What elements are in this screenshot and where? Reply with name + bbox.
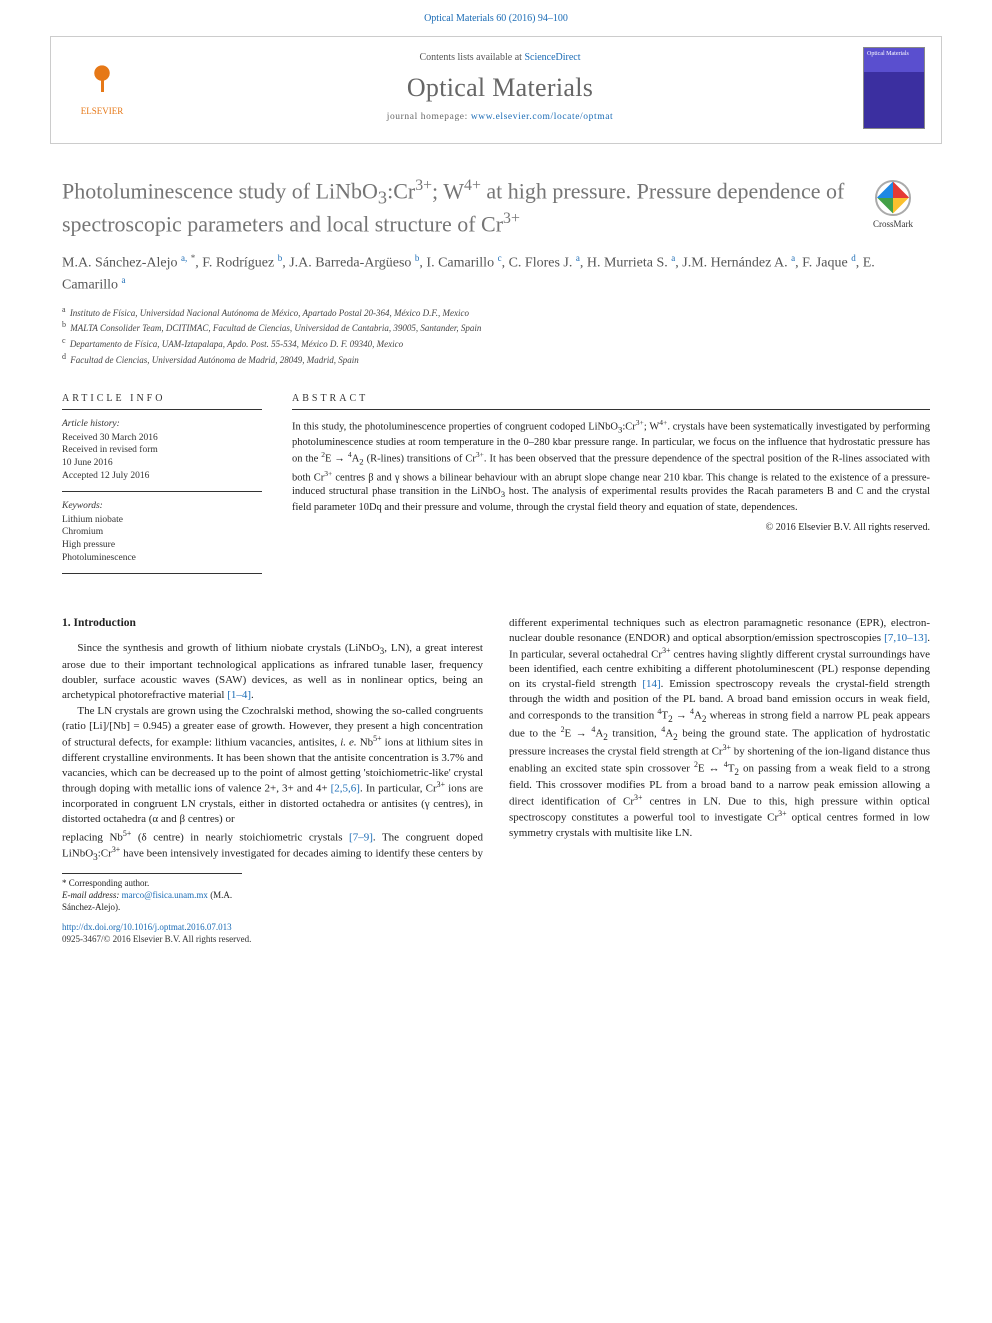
body-columns: 1. Introduction Since the synthesis and … — [62, 616, 930, 863]
publisher-name: ELSEVIER — [81, 106, 124, 116]
homepage-prefix: journal homepage: — [387, 112, 471, 122]
abstract-column: ABSTRACT In this study, the photolumines… — [292, 392, 930, 582]
citation-line: Optical Materials 60 (2016) 94–100 — [0, 0, 992, 32]
article-history-block: Article history: Received 30 March 2016 … — [62, 418, 262, 492]
keywords-label: Keywords: — [62, 500, 262, 513]
issn-copyright: 0925-3467/© 2016 Elsevier B.V. All right… — [62, 934, 251, 944]
doi-link[interactable]: http://dx.doi.org/10.1016/j.optmat.2016.… — [62, 922, 232, 932]
section-1-heading: 1. Introduction — [62, 616, 483, 632]
revised-date: 10 June 2016 — [62, 458, 113, 468]
email-line: E-mail address: marco@fisica.unam.mx (M.… — [62, 890, 242, 913]
journal-header: ELSEVIER Contents lists available at Sci… — [50, 36, 942, 144]
revised-label: Received in revised form — [62, 445, 158, 455]
intro-p2: The LN crystals are grown using the Czoc… — [62, 704, 483, 826]
intro-p1: Since the synthesis and growth of lithiu… — [62, 641, 483, 702]
journal-cover-thumb: Optical Materials — [863, 47, 925, 129]
affiliation-b: b MALTA Consolider Team, DCITIMAC, Facul… — [62, 319, 930, 335]
article-info-column: ARTICLE INFO Article history: Received 3… — [62, 392, 262, 582]
keyword-3: Photoluminescence — [62, 553, 136, 563]
email-link[interactable]: marco@fisica.unam.mx — [122, 890, 208, 900]
footnotes: * Corresponding author. E-mail address: … — [62, 873, 242, 913]
keyword-0: Lithium niobate — [62, 515, 123, 525]
accepted-date: Accepted 12 July 2016 — [62, 471, 149, 481]
contents-available-line: Contents lists available at ScienceDirec… — [137, 51, 863, 65]
affiliation-d: d Facultad de Ciencias, Universidad Autó… — [62, 351, 930, 367]
article-head: Photoluminescence study of LiNbO3:Cr3+; … — [62, 176, 930, 238]
page-footer: http://dx.doi.org/10.1016/j.optmat.2016.… — [62, 921, 930, 945]
affiliation-a: a Instituto de Física, Universidad Nacio… — [62, 304, 930, 320]
authors-line: M.A. Sánchez-Alejo a, *, F. Rodríguez b,… — [62, 252, 930, 296]
contents-prefix: Contents lists available at — [419, 52, 524, 63]
journal-name: Optical Materials — [137, 70, 863, 105]
homepage-line: journal homepage: www.elsevier.com/locat… — [137, 111, 863, 124]
history-label: Article history: — [62, 418, 262, 431]
crossmark-icon — [875, 180, 911, 216]
affiliation-c: c Departamento de Física, UAM-Iztapalapa… — [62, 335, 930, 351]
article-info-head: ARTICLE INFO — [62, 392, 262, 410]
abstract-head: ABSTRACT — [292, 392, 930, 410]
crossmark-badge[interactable]: CrossMark — [856, 180, 930, 230]
abstract-text: In this study, the photoluminescence pro… — [292, 418, 930, 516]
homepage-link[interactable]: www.elsevier.com/locate/optmat — [471, 112, 613, 122]
keywords-block: Keywords: Lithium niobate Chromium High … — [62, 500, 262, 574]
keyword-2: High pressure — [62, 540, 115, 550]
article-title: Photoluminescence study of LiNbO3:Cr3+; … — [62, 176, 862, 238]
info-abstract-row: ARTICLE INFO Article history: Received 3… — [62, 392, 930, 582]
email-label: E-mail address: — [62, 890, 122, 900]
affiliations: a Instituto de Física, Universidad Nacio… — [62, 304, 930, 366]
sciencedirect-link[interactable]: ScienceDirect — [524, 52, 580, 63]
elsevier-logo: ELSEVIER — [67, 57, 137, 117]
corresponding-author: * Corresponding author. — [62, 878, 242, 890]
abstract-copyright: © 2016 Elsevier B.V. All rights reserved… — [292, 521, 930, 535]
received-date: Received 30 March 2016 — [62, 433, 158, 443]
crossmark-label: CrossMark — [873, 219, 913, 229]
header-center: Contents lists available at ScienceDirec… — [137, 51, 863, 124]
elsevier-tree-icon — [79, 57, 125, 103]
keyword-1: Chromium — [62, 527, 103, 537]
